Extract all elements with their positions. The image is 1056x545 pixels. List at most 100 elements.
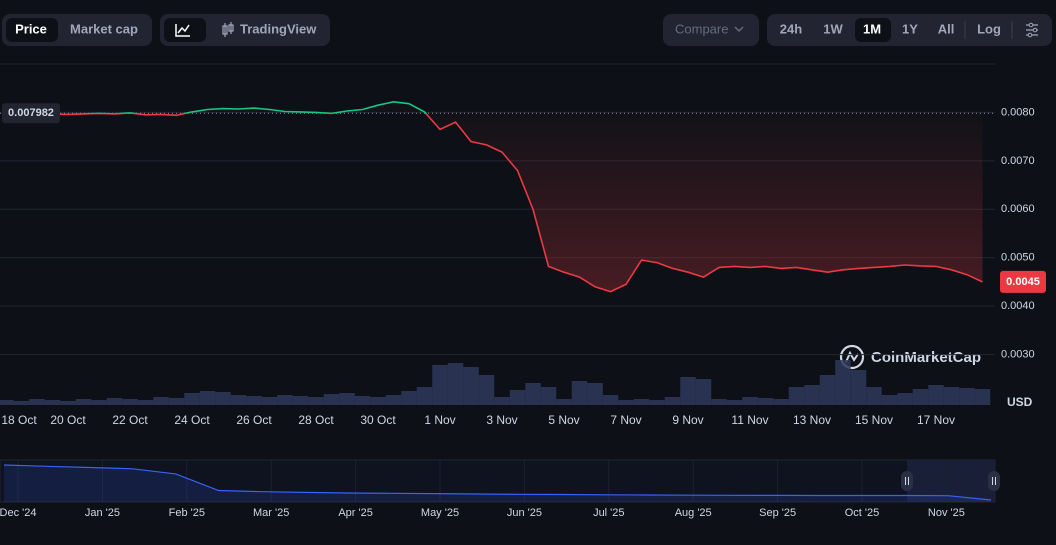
volume-bar <box>695 379 712 405</box>
view-button[interactable]: Market cap <box>70 21 138 36</box>
area <box>6 101 983 292</box>
volume-bar <box>664 397 681 405</box>
volume-bar <box>680 377 696 405</box>
volume-bar <box>168 398 185 405</box>
range-toggle <box>767 14 1052 46</box>
volume-bar <box>44 400 61 405</box>
x-tick-label: 13 Nov <box>793 413 831 427</box>
watermark: CoinMarketCap <box>871 349 981 366</box>
chevron <box>734 26 744 33</box>
volume-bar <box>556 399 572 405</box>
volume-bar <box>974 389 991 405</box>
volume-bar <box>602 395 619 405</box>
volume-bar <box>75 399 92 405</box>
volume-bar <box>60 401 76 405</box>
y-tick-label: 0.0070 <box>1001 155 1035 167</box>
settings-icon <box>1027 32 1033 38</box>
settings-icon <box>1032 27 1038 33</box>
volume-bar <box>215 392 231 405</box>
volume-bar <box>261 397 278 405</box>
volume-bar <box>199 391 216 405</box>
volume-bar <box>757 398 774 405</box>
navigator-label: Feb '25 <box>169 507 205 519</box>
volume-bar <box>494 397 510 405</box>
volume-bar <box>370 397 386 405</box>
y-tick-label: 0.0080 <box>1001 106 1035 118</box>
volume-bar <box>230 395 247 405</box>
volume-bar <box>385 395 402 405</box>
navigator-label: Nov '25 <box>928 507 965 519</box>
range-button[interactable]: 1W <box>823 21 843 36</box>
navigator-line <box>3 464 992 501</box>
x-tick-label: 5 Nov <box>548 413 579 427</box>
navigator-label: Jan '25 <box>85 507 120 519</box>
volume-bar <box>773 399 789 405</box>
active-view <box>6 18 58 42</box>
tool-button[interactable]: TradingView <box>240 21 317 36</box>
volume-bar <box>943 387 960 405</box>
y-tick-label: 0.0040 <box>1001 300 1035 312</box>
navigator-label: Oct '25 <box>845 507 880 519</box>
volume-bar <box>13 401 30 405</box>
navigator-area <box>4 465 991 502</box>
x-tick-label: 30 Oct <box>360 413 396 427</box>
volume-bar <box>587 383 603 405</box>
volume-bar <box>726 400 743 405</box>
y-tick-label: 0.0030 <box>1001 348 1035 360</box>
logo <box>845 350 859 363</box>
volume-bar <box>447 363 464 405</box>
range-button[interactable]: All <box>938 21 955 36</box>
compare-label: Compare <box>675 21 728 36</box>
volume-bar <box>525 383 541 405</box>
volume-bar <box>540 387 557 405</box>
volume-bar <box>881 395 898 405</box>
volume-bar <box>246 396 262 405</box>
volume-bar <box>122 399 138 405</box>
range-button[interactable]: 24h <box>780 21 802 36</box>
volume-bar <box>866 387 882 405</box>
handle[interactable] <box>901 471 913 491</box>
log-button[interactable]: Log <box>977 21 1001 36</box>
navigator-label: Sep '25 <box>759 507 796 519</box>
y-tick-label: 0.0050 <box>1001 252 1035 264</box>
compare-button[interactable] <box>663 14 759 46</box>
x-tick-label: 9 Nov <box>672 413 703 427</box>
volume-bar <box>323 394 340 405</box>
x-tick-label: 28 Oct <box>298 413 334 427</box>
volume-bar <box>401 391 417 405</box>
view-button[interactable]: Price <box>15 21 47 36</box>
volume-bar <box>292 396 309 405</box>
handle[interactable] <box>988 471 1000 491</box>
navigator-label: May '25 <box>421 507 459 519</box>
handle-grip <box>905 477 909 485</box>
range-button[interactable]: 1Y <box>902 21 918 36</box>
x-tick-label: 15 Nov <box>855 413 893 427</box>
candle-icon <box>222 22 234 37</box>
x-tick-label: 11 Nov <box>731 413 768 427</box>
range-button[interactable]: 1M <box>863 21 881 36</box>
volume-bar <box>850 370 867 405</box>
volume-bar <box>106 398 123 405</box>
volume-bar <box>184 393 200 405</box>
x-tick-label: 20 Oct <box>50 413 86 427</box>
volume-bar <box>29 399 45 405</box>
volume-bar <box>959 388 975 405</box>
settings-icon <box>1028 22 1034 28</box>
volume-bar <box>91 400 107 405</box>
volume-bar <box>571 381 588 405</box>
active-range <box>855 18 891 42</box>
navigator-label: Dec '24 <box>0 507 36 519</box>
volume-bar <box>928 385 944 405</box>
x-tick-label: 3 Nov <box>486 413 517 427</box>
price-label: 0.0045 <box>1006 276 1040 288</box>
volume-bar <box>416 387 433 405</box>
price-line <box>5 100 983 293</box>
volume-bar <box>478 375 495 405</box>
volume-bar <box>432 365 448 405</box>
volume-bar <box>339 393 355 405</box>
volume-bar <box>835 360 851 405</box>
y-tick-label: 0.0060 <box>1001 203 1035 215</box>
